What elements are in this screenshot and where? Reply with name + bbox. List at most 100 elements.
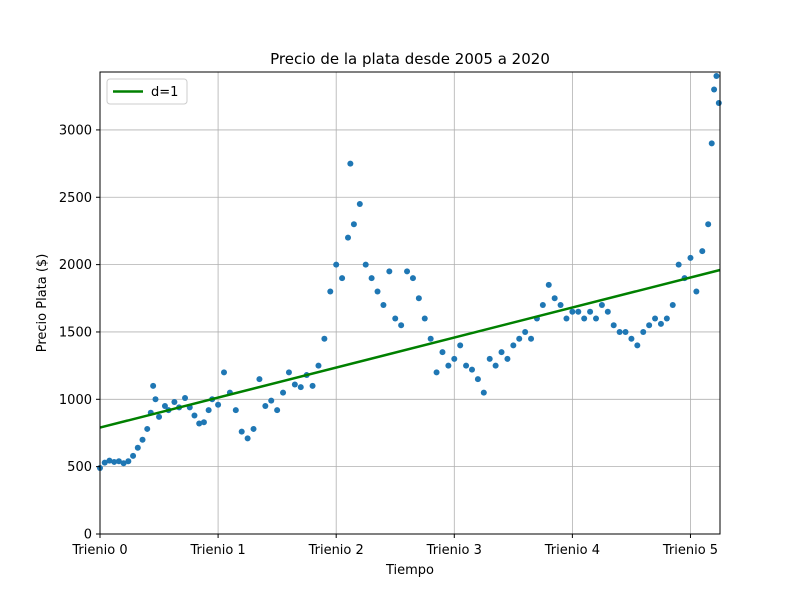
data-point	[451, 355, 458, 362]
data-point	[339, 275, 346, 282]
data-point	[152, 396, 159, 403]
data-point	[699, 248, 706, 255]
data-point	[575, 308, 582, 315]
data-point	[708, 140, 715, 147]
data-point	[256, 376, 263, 383]
data-point	[347, 160, 354, 167]
data-point	[238, 428, 245, 435]
data-point	[687, 254, 694, 261]
data-point	[101, 459, 108, 466]
data-point	[480, 389, 487, 396]
data-point	[274, 407, 281, 414]
data-point	[315, 362, 322, 369]
data-point	[285, 369, 292, 376]
data-point	[205, 407, 212, 414]
y-tick-label: 0	[84, 528, 92, 543]
x-tick-label: Trienio 2	[308, 543, 364, 558]
data-point	[404, 268, 411, 275]
data-point	[415, 295, 422, 302]
data-point	[106, 457, 113, 464]
data-point	[610, 322, 617, 329]
data-point	[161, 403, 168, 410]
data-point	[433, 369, 440, 376]
data-point	[587, 308, 594, 315]
x-tick-label: Trienio 1	[189, 543, 245, 558]
data-point	[232, 407, 239, 414]
data-point	[640, 328, 647, 335]
data-point	[374, 288, 381, 295]
data-point	[134, 444, 141, 451]
data-point	[333, 261, 340, 268]
data-point	[569, 308, 576, 315]
data-point	[280, 389, 287, 396]
legend-box	[106, 78, 188, 105]
data-point	[693, 288, 700, 295]
data-point	[291, 381, 298, 388]
x-tick-label: Trienio 4	[544, 543, 600, 558]
data-point	[713, 73, 720, 80]
x-tick-layer: Trienio 0 Trienio 1 Trienio 2 Trienio 3 Trie…	[71, 534, 718, 558]
legend: d=1	[106, 78, 188, 105]
data-point	[581, 315, 588, 322]
data-point	[191, 412, 198, 419]
y-tick-layer: 0 500 1000 1500 2000 2500 3000	[59, 123, 100, 543]
data-point	[486, 355, 493, 362]
data-point	[652, 315, 659, 322]
data-point	[557, 302, 564, 309]
y-tick-label: 2000	[59, 258, 92, 273]
plot-frame	[99, 71, 721, 535]
data-point	[711, 86, 718, 93]
data-point	[463, 362, 470, 369]
data-point	[182, 394, 189, 401]
data-point	[522, 328, 529, 335]
data-point	[386, 268, 393, 275]
data-point	[616, 328, 623, 335]
data-point	[593, 315, 599, 322]
y-axis-label: Precio Plata ($)	[35, 254, 50, 353]
fit-line-layer	[99, 268, 721, 429]
data-point	[398, 322, 405, 329]
data-point	[516, 335, 523, 342]
legend-label: d=1	[151, 85, 178, 100]
data-point	[705, 221, 712, 228]
data-point	[196, 420, 203, 427]
data-point	[510, 342, 517, 349]
data-point	[144, 425, 151, 432]
data-point	[321, 335, 328, 342]
data-point	[244, 435, 251, 442]
data-point	[646, 322, 653, 329]
data-point	[563, 315, 570, 322]
data-point	[409, 275, 416, 282]
x-tick-label: Trienio 0	[71, 543, 127, 558]
data-point	[345, 234, 351, 241]
data-point	[427, 335, 434, 342]
data-point	[262, 403, 269, 410]
data-point	[545, 281, 552, 288]
y-tick-label: 2500	[59, 191, 92, 206]
data-point	[715, 99, 722, 106]
data-point	[598, 302, 605, 309]
data-point	[156, 413, 163, 420]
data-point	[675, 261, 682, 268]
data-point	[327, 288, 334, 295]
data-point	[504, 355, 511, 362]
x-tick-label: Trienio 3	[426, 543, 482, 558]
data-point	[111, 458, 118, 465]
data-point	[622, 328, 629, 335]
data-point	[297, 384, 304, 391]
y-tick-label: 1500	[59, 325, 92, 340]
data-point	[457, 342, 464, 349]
data-point	[421, 315, 428, 322]
fit-line	[99, 268, 721, 429]
scatter-layer	[97, 73, 722, 471]
data-point	[663, 315, 670, 322]
data-point	[445, 362, 452, 369]
data-point	[250, 425, 257, 432]
chart-title: Precio de la plata desde 2005 a 2020	[270, 50, 550, 68]
data-point	[539, 302, 546, 309]
x-axis-label: Tiempo	[385, 563, 434, 578]
data-point	[392, 315, 399, 322]
data-point	[356, 201, 363, 207]
